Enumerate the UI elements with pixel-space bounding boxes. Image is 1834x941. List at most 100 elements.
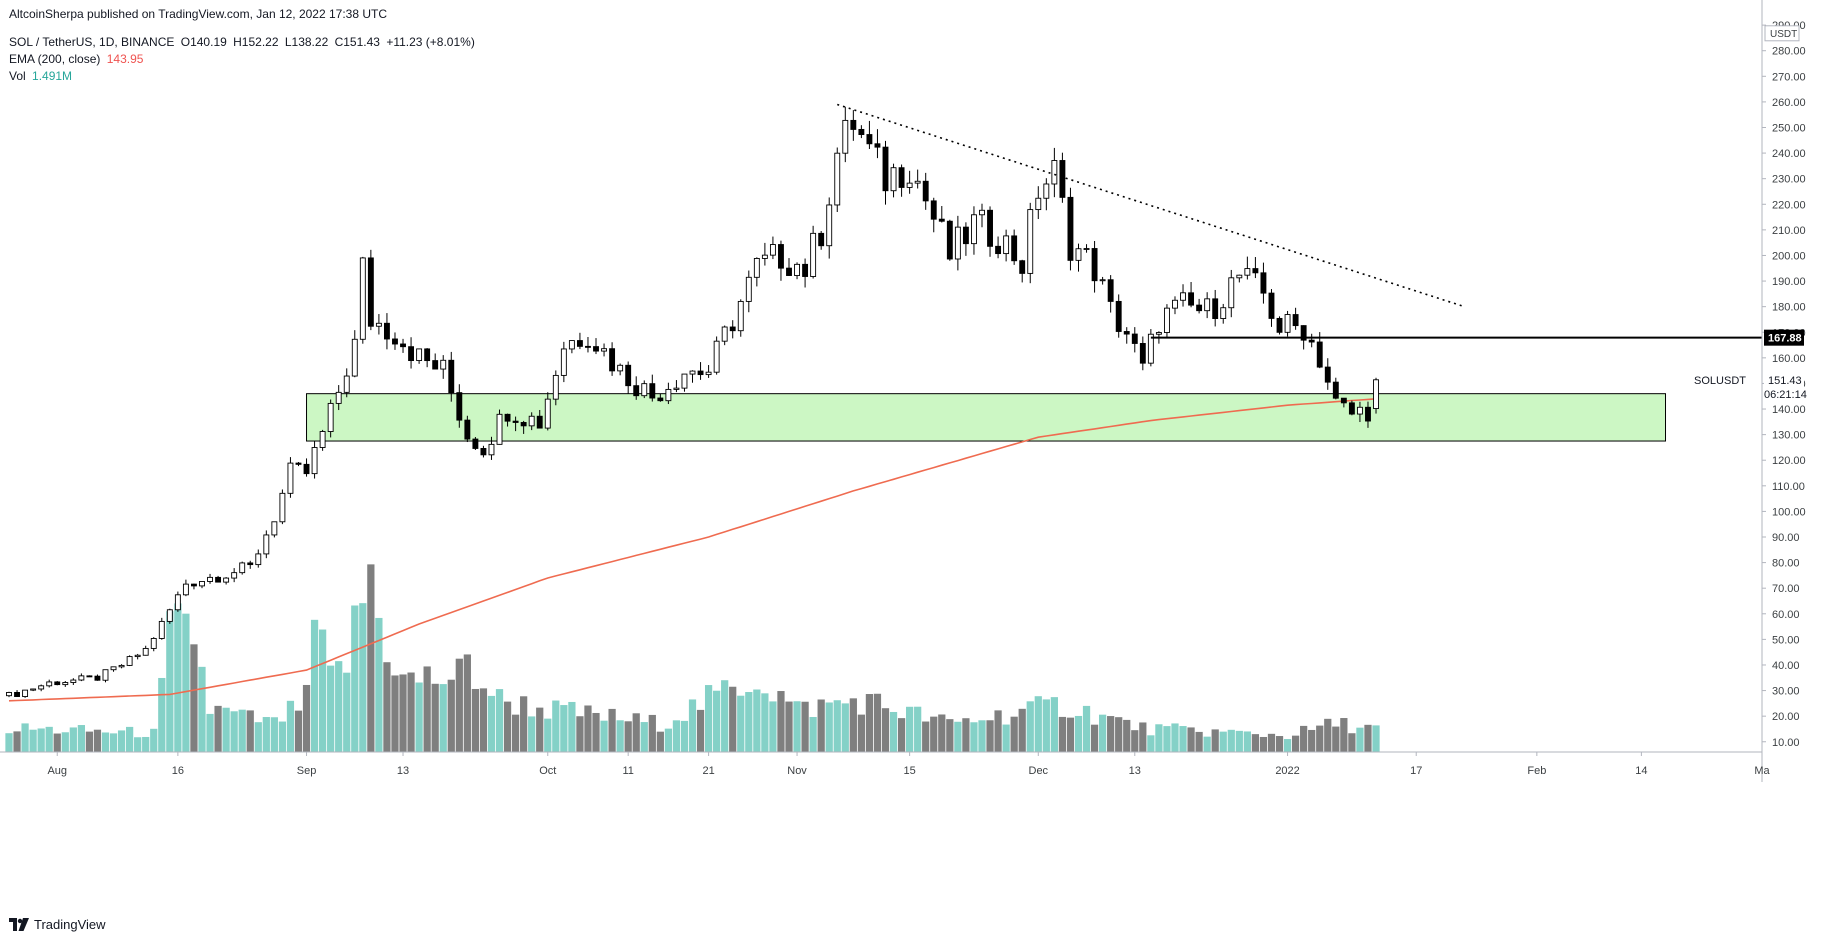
candle[interactable]: [512, 416, 519, 432]
candle[interactable]: [287, 457, 294, 498]
candle[interactable]: [601, 343, 607, 357]
candle[interactable]: [118, 664, 125, 669]
candle[interactable]: [182, 579, 189, 597]
candle[interactable]: [858, 125, 865, 139]
candle[interactable]: [1276, 316, 1283, 335]
candle[interactable]: [488, 436, 495, 460]
candle[interactable]: [633, 376, 640, 400]
candle[interactable]: [199, 581, 205, 589]
candle[interactable]: [585, 336, 591, 353]
candle[interactable]: [1252, 257, 1259, 279]
candle[interactable]: [593, 338, 599, 355]
candle[interactable]: [1308, 333, 1315, 348]
candle[interactable]: [552, 370, 559, 406]
candle[interactable]: [544, 392, 551, 431]
candle[interactable]: [22, 689, 29, 698]
candle[interactable]: [134, 653, 141, 660]
candle[interactable]: [207, 573, 213, 584]
candle[interactable]: [665, 382, 672, 405]
candle[interactable]: [721, 325, 728, 346]
candle[interactable]: [914, 169, 921, 189]
candle[interactable]: [191, 583, 197, 590]
candle[interactable]: [568, 340, 575, 354]
candle[interactable]: [906, 170, 913, 194]
candle[interactable]: [102, 669, 109, 683]
candle[interactable]: [392, 332, 398, 350]
candle[interactable]: [1123, 327, 1130, 344]
candle[interactable]: [657, 393, 664, 402]
candle[interactable]: [979, 203, 985, 228]
candle[interactable]: [1027, 202, 1034, 284]
candle[interactable]: [6, 691, 12, 698]
candle[interactable]: [1204, 292, 1211, 319]
candle[interactable]: [962, 222, 969, 256]
candle[interactable]: [818, 231, 825, 250]
candle[interactable]: [440, 355, 447, 379]
volume-legend[interactable]: Vol 1.491M: [9, 69, 72, 83]
candle[interactable]: [54, 681, 61, 686]
candle[interactable]: [456, 384, 463, 428]
candle[interactable]: [480, 445, 487, 458]
candle[interactable]: [1139, 336, 1146, 371]
candle[interactable]: [78, 673, 85, 682]
candle[interactable]: [729, 320, 736, 339]
candle[interactable]: [1340, 397, 1347, 408]
candle[interactable]: [946, 219, 953, 261]
candle[interactable]: [263, 530, 270, 559]
candle[interactable]: [375, 314, 382, 335]
candle[interactable]: [930, 197, 937, 233]
candle[interactable]: [223, 577, 230, 585]
candle[interactable]: [1083, 244, 1090, 253]
candle[interactable]: [882, 140, 889, 205]
candle[interactable]: [70, 678, 77, 685]
candle[interactable]: [166, 608, 173, 624]
candle[interactable]: [408, 337, 415, 369]
candle[interactable]: [1164, 304, 1170, 338]
candle[interactable]: [86, 675, 93, 678]
candle[interactable]: [472, 437, 479, 450]
candle[interactable]: [1236, 274, 1243, 283]
candle[interactable]: [576, 332, 583, 350]
candle[interactable]: [383, 313, 390, 350]
candle[interactable]: [142, 645, 149, 656]
candle[interactable]: [327, 399, 334, 438]
candle[interactable]: [14, 690, 20, 697]
candle[interactable]: [359, 256, 366, 344]
candle[interactable]: [158, 617, 165, 640]
candle[interactable]: [215, 575, 222, 583]
candle[interactable]: [609, 342, 616, 376]
candle[interactable]: [1348, 400, 1355, 416]
candle[interactable]: [866, 120, 873, 149]
candle[interactable]: [874, 129, 881, 159]
candle[interactable]: [1075, 243, 1082, 272]
candle[interactable]: [1212, 289, 1219, 327]
symbol-label[interactable]: SOL / TetherUS, 1D, BINANCE: [9, 35, 175, 49]
candle[interactable]: [335, 385, 342, 411]
candle[interactable]: [255, 549, 262, 568]
candle[interactable]: [560, 341, 567, 383]
candle[interactable]: [504, 413, 511, 427]
ema-legend[interactable]: EMA (200, close) 143.95: [9, 52, 143, 66]
candle[interactable]: [995, 236, 1002, 259]
candle[interactable]: [705, 365, 712, 378]
candle[interactable]: [1115, 294, 1122, 338]
candle[interactable]: [737, 299, 744, 337]
candle[interactable]: [617, 363, 624, 376]
candle[interactable]: [496, 409, 503, 445]
candle[interactable]: [536, 409, 543, 429]
candle[interactable]: [673, 380, 680, 393]
candle[interactable]: [753, 257, 760, 287]
candle[interactable]: [1003, 229, 1010, 262]
candle[interactable]: [1172, 296, 1178, 315]
candle[interactable]: [295, 462, 302, 467]
candle[interactable]: [247, 560, 254, 569]
candle[interactable]: [689, 370, 696, 383]
candle[interactable]: [1373, 377, 1379, 414]
candle[interactable]: [351, 330, 358, 378]
candle[interactable]: [303, 458, 310, 477]
candle[interactable]: [745, 270, 752, 313]
candle[interactable]: [343, 368, 350, 398]
candle[interactable]: [834, 147, 841, 212]
candle[interactable]: [794, 262, 800, 280]
